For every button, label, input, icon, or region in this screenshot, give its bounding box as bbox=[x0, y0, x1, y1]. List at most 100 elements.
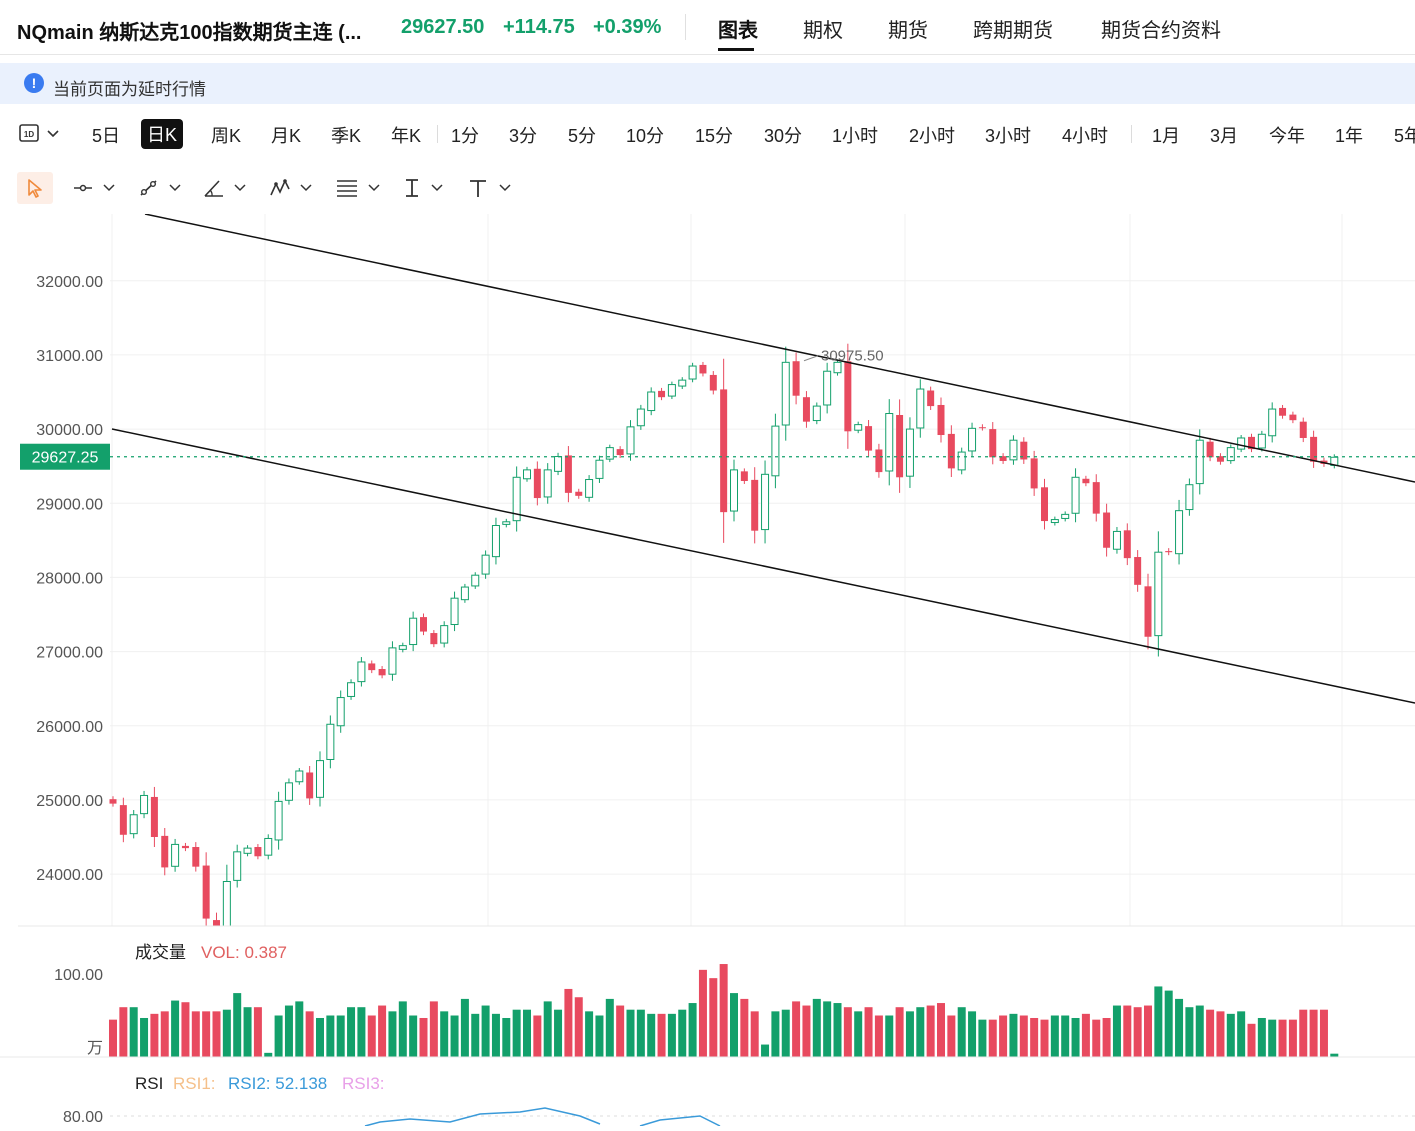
period-3h[interactable]: 3小时 bbox=[985, 126, 1032, 146]
candle-body-down bbox=[575, 491, 583, 496]
chart-area[interactable]: 32000.00 31000.00 30000.00 29000.00 28000.00… bbox=[0, 213, 1415, 1127]
period-monthly-k[interactable]: 月K bbox=[271, 126, 302, 146]
volume-bar bbox=[1195, 1005, 1204, 1057]
candle-body-up bbox=[326, 723, 335, 760]
volume-bar bbox=[471, 1013, 480, 1057]
text-tool-icon bbox=[470, 180, 511, 197]
candle bbox=[1082, 475, 1090, 487]
candle-body-down bbox=[865, 426, 873, 451]
candle-body-down bbox=[699, 364, 707, 374]
volume-bar bbox=[316, 1017, 324, 1057]
candle bbox=[213, 912, 220, 926]
horizontal-line-icon bbox=[74, 184, 115, 192]
candle-body-down bbox=[616, 449, 624, 456]
tab-futures[interactable]: 期货 bbox=[888, 20, 928, 42]
candle bbox=[388, 641, 397, 681]
candle-body-up bbox=[398, 645, 407, 650]
period-weekly-k[interactable]: 周K bbox=[211, 126, 242, 146]
tab-spread-futures[interactable]: 跨期期货 bbox=[973, 20, 1053, 42]
candle bbox=[295, 768, 304, 785]
period-1h[interactable]: 1小时 bbox=[832, 126, 879, 146]
period-3min[interactable]: 3分 bbox=[509, 126, 538, 146]
candle-body-up bbox=[595, 459, 604, 479]
volume-bar bbox=[1061, 1015, 1070, 1057]
candlestick-chart[interactable]: 32000.00 31000.00 30000.00 29000.00 28000.00… bbox=[0, 213, 1415, 1127]
candle bbox=[357, 657, 366, 687]
candle bbox=[512, 466, 521, 532]
candle-body-down bbox=[937, 404, 945, 436]
candle-body-up bbox=[1268, 408, 1277, 437]
candle bbox=[709, 371, 717, 395]
price-tick-label: 27000.00 bbox=[36, 645, 103, 662]
candle-body-up bbox=[295, 770, 304, 783]
candle bbox=[575, 488, 583, 499]
candle bbox=[865, 419, 873, 457]
horizontal-line-tool[interactable] bbox=[72, 172, 118, 204]
volume-bar bbox=[140, 1017, 149, 1057]
current-price-tag bbox=[20, 443, 110, 470]
candle-body-down bbox=[378, 669, 386, 676]
period-ytd[interactable]: 今年 bbox=[1269, 126, 1305, 146]
candle bbox=[875, 443, 883, 478]
tab-options[interactable]: 期权 bbox=[803, 20, 843, 42]
volume-bar bbox=[698, 969, 707, 1057]
period-5min[interactable]: 5分 bbox=[568, 126, 597, 146]
candle bbox=[761, 460, 770, 544]
candle-body-up bbox=[347, 682, 356, 697]
period-10min[interactable]: 10分 bbox=[626, 126, 665, 146]
candle-body-up bbox=[812, 405, 821, 422]
text-tool[interactable] bbox=[468, 172, 514, 204]
candlestick-series bbox=[109, 343, 1339, 927]
period-1year[interactable]: 1年 bbox=[1335, 126, 1364, 146]
tab-chart[interactable]: 图表 bbox=[718, 20, 758, 42]
volume-bar bbox=[1268, 1019, 1277, 1057]
period-30min[interactable]: 30分 bbox=[764, 126, 803, 146]
candle bbox=[1020, 437, 1028, 464]
candle-body-up bbox=[761, 473, 770, 531]
period-yearly-k[interactable]: 年K bbox=[391, 126, 422, 146]
period-15min[interactable]: 15分 bbox=[695, 126, 734, 146]
period-quarterly-k[interactable]: 季K bbox=[331, 126, 362, 146]
pattern-tool[interactable] bbox=[269, 172, 315, 204]
high-price-label: 30975.50 bbox=[821, 348, 884, 365]
candle-body-up bbox=[781, 361, 790, 426]
candle bbox=[626, 420, 635, 461]
text-cursor-icon bbox=[406, 179, 443, 197]
period-1month[interactable]: 1月 bbox=[1152, 126, 1181, 146]
period-1min[interactable]: 1分 bbox=[451, 126, 480, 146]
angle-tool[interactable] bbox=[203, 172, 249, 204]
candle-body-up bbox=[440, 625, 449, 644]
trend-line-icon bbox=[140, 180, 181, 196]
interval-dropdown[interactable]: 1D bbox=[18, 118, 62, 150]
candle-body-down bbox=[999, 456, 1007, 461]
period-5d[interactable]: 5日 bbox=[92, 126, 121, 146]
candle-body-down bbox=[1299, 421, 1307, 438]
volume-bar bbox=[253, 1007, 262, 1057]
trend-line-tool[interactable] bbox=[138, 172, 184, 204]
volume-bar bbox=[864, 1007, 873, 1057]
candle-body-up bbox=[605, 447, 614, 460]
candle-body-up bbox=[388, 647, 397, 675]
volume-bar bbox=[1030, 1017, 1039, 1057]
volume-bar bbox=[284, 1005, 293, 1057]
fibonacci-tool[interactable] bbox=[335, 172, 381, 204]
candle bbox=[927, 386, 935, 410]
candle bbox=[1206, 437, 1214, 462]
candle-body-up bbox=[1050, 519, 1059, 524]
candle bbox=[440, 621, 449, 648]
candle-body-up bbox=[916, 388, 925, 429]
text-cursor-tool[interactable] bbox=[402, 172, 448, 204]
cursor-tool[interactable] bbox=[17, 172, 53, 204]
period-daily-k[interactable]: 日K bbox=[141, 119, 184, 149]
candle-body-up bbox=[585, 479, 594, 498]
period-4h[interactable]: 4小时 bbox=[1062, 126, 1109, 146]
period-2h[interactable]: 2小时 bbox=[909, 126, 956, 146]
candle-body-down bbox=[1103, 512, 1111, 548]
volume-bar bbox=[409, 1015, 418, 1057]
period-3month[interactable]: 3月 bbox=[1210, 126, 1239, 146]
volume-bar bbox=[574, 997, 583, 1057]
period-5year[interactable]: 5年 bbox=[1394, 126, 1415, 146]
candle-body-up bbox=[1175, 510, 1184, 555]
period-divider bbox=[437, 125, 438, 143]
tab-contract-info[interactable]: 期货合约资料 bbox=[1101, 20, 1221, 42]
